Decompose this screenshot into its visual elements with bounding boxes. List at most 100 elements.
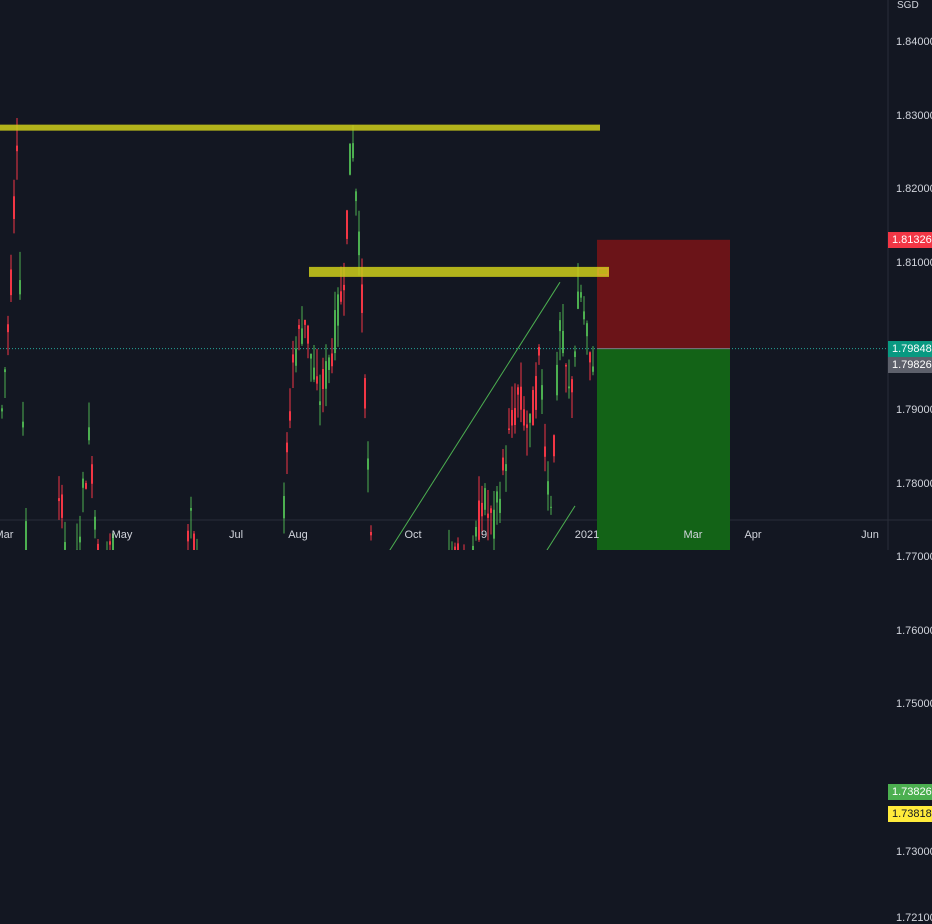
- candle-body: [568, 386, 570, 388]
- candle-body: [304, 320, 306, 325]
- candle-body: [550, 507, 552, 508]
- candle-body: [505, 464, 507, 471]
- candle-body: [367, 458, 369, 469]
- candle-body: [16, 146, 18, 152]
- candle-body: [82, 479, 84, 488]
- time-tick-label: Jul: [229, 529, 243, 541]
- candle-body: [334, 310, 336, 353]
- candle-body: [520, 387, 522, 410]
- candle-body: [562, 331, 564, 353]
- price-tick-label: 1.75000: [896, 698, 932, 710]
- candle-body: [484, 488, 486, 510]
- time-tick-label: May: [112, 529, 133, 541]
- price-tick-label: 1.81000: [896, 257, 932, 269]
- candle-body: [355, 191, 357, 201]
- time-tick-label: Apr: [744, 529, 761, 541]
- candle-body: [58, 498, 60, 501]
- candle-body: [538, 347, 540, 356]
- candle-body: [85, 483, 87, 489]
- candle-body: [556, 365, 558, 395]
- candle-body: [340, 291, 342, 301]
- candle-body: [22, 422, 24, 428]
- candle-body: [91, 464, 93, 484]
- candle-body: [64, 542, 66, 550]
- candle-body: [193, 534, 195, 550]
- candle-body: [535, 376, 537, 410]
- take-profit-zone: [597, 349, 730, 550]
- candle-body: [358, 232, 360, 256]
- candle-body: [475, 527, 477, 537]
- candle-body: [88, 427, 90, 440]
- candle-body: [13, 196, 15, 219]
- price-tag: 1.73826: [888, 784, 932, 800]
- candle-body: [187, 531, 189, 542]
- price-chart[interactable]: [0, 0, 932, 550]
- candle-body: [25, 521, 27, 550]
- candle-body: [559, 320, 561, 331]
- price-tick-label: 1.82000: [896, 183, 932, 195]
- candle-body: [313, 368, 315, 380]
- price-tick-label: 1.84000: [896, 36, 932, 48]
- candle-body: [97, 544, 99, 550]
- time-tick-label: 9: [481, 529, 487, 541]
- candle-body: [502, 458, 504, 471]
- candle-body: [526, 424, 528, 427]
- candle-body: [298, 325, 300, 329]
- candle-body: [472, 546, 474, 550]
- candle-body: [490, 508, 492, 513]
- candle-body: [370, 532, 372, 535]
- candle-body: [511, 410, 513, 426]
- candle-body: [301, 328, 303, 343]
- candle-body: [310, 354, 312, 359]
- currency-label: SGD: [897, 0, 919, 12]
- candle-body: [532, 390, 534, 425]
- candle-body: [295, 349, 297, 366]
- candle-body: [493, 510, 495, 539]
- price-tick-label: 1.83000: [896, 110, 932, 122]
- candle-body: [352, 143, 354, 158]
- candle-body: [4, 369, 6, 372]
- candle-body: [316, 376, 318, 383]
- price-tag: 1.79826: [888, 357, 932, 373]
- candle-body: [529, 414, 531, 423]
- time-tick-label: Jun: [861, 529, 879, 541]
- candle-body: [541, 385, 543, 400]
- resistance-zone: [309, 267, 609, 277]
- candle-body: [1, 408, 3, 411]
- candle-body: [586, 323, 588, 336]
- candle-body: [343, 285, 345, 290]
- price-tag: 1.81326: [888, 232, 932, 248]
- candle-body: [565, 365, 567, 367]
- candle-body: [580, 292, 582, 298]
- price-tag: 1.79848: [888, 341, 932, 357]
- candle-body: [322, 369, 324, 389]
- candle-body: [79, 537, 81, 543]
- candle-body: [499, 499, 501, 513]
- resistance-line-top: [0, 125, 600, 131]
- candle-body: [454, 547, 456, 550]
- candle-body: [523, 409, 525, 425]
- candle-body: [331, 353, 333, 366]
- price-tick-label: 1.77000: [896, 551, 932, 563]
- candle-body: [364, 378, 366, 408]
- candle-body: [7, 324, 9, 332]
- candle-body: [514, 408, 516, 425]
- price-tick-label: 1.79000: [896, 404, 932, 416]
- candle-body: [481, 503, 483, 516]
- candle-body: [325, 361, 327, 389]
- stop-loss-zone: [597, 240, 730, 349]
- candle-body: [547, 481, 549, 494]
- candle-body: [349, 144, 351, 175]
- candle-body: [577, 292, 579, 309]
- candle-body: [487, 514, 489, 518]
- candle-body: [346, 210, 348, 239]
- candle-body: [286, 443, 288, 453]
- price-tick-label: 1.73000: [896, 846, 932, 858]
- candle-body: [592, 366, 594, 371]
- candles: [1, 118, 594, 550]
- time-tick-label: Mar: [684, 529, 703, 541]
- candle-body: [478, 501, 480, 540]
- candle-body: [307, 326, 309, 344]
- candle-body: [319, 401, 321, 405]
- candle-body: [109, 541, 111, 544]
